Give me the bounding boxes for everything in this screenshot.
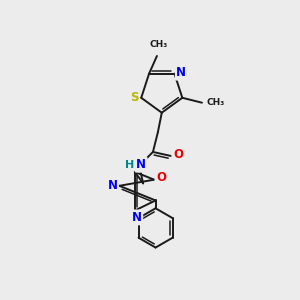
Text: S: S [130, 91, 139, 104]
Text: O: O [173, 148, 184, 161]
Text: O: O [156, 171, 166, 184]
Text: CH₃: CH₃ [207, 98, 225, 107]
Text: N: N [132, 211, 142, 224]
Text: N: N [107, 179, 118, 192]
Text: N: N [176, 66, 186, 79]
Text: CH₃: CH₃ [150, 40, 168, 49]
Text: H: H [125, 160, 134, 170]
Text: N: N [136, 158, 146, 171]
